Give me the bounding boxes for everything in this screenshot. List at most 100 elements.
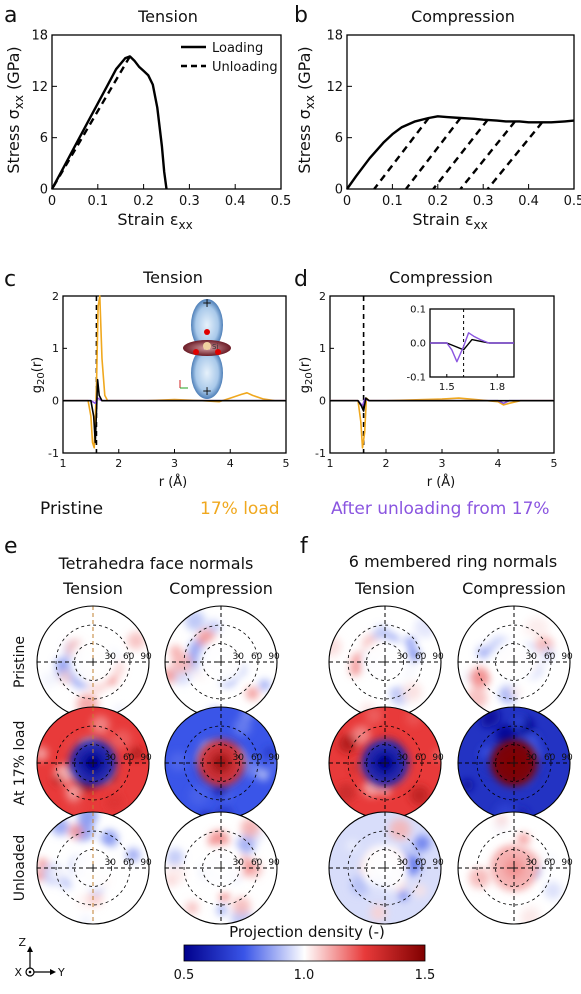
row-label-unloaded: Unloaded [12, 835, 28, 902]
polar-r2-c0-ring-label-0: 30 [104, 858, 116, 868]
polar-r1-c2-blob [336, 783, 356, 802]
panel-b-series-2 [405, 117, 462, 190]
panel-e-col-compression: Compression [169, 579, 273, 598]
triad-y-arrowhead [50, 969, 56, 975]
polar-r1-c3-ring-label-2: 90 [561, 753, 573, 763]
panel-b-frame [346, 34, 575, 190]
polar-r1-c0-blob [90, 715, 110, 735]
panel-b-series-1 [373, 117, 430, 190]
polar-r1-c0-blob [130, 747, 144, 760]
polar-r2-c2-blob [346, 840, 358, 852]
panel-d-inset-xtick-label-0: 1.5 [439, 382, 455, 393]
panel-c-ytick-label-3: 2 [52, 290, 59, 303]
atom-o-right [215, 349, 221, 355]
polar-r1-c3-ring-label-1: 60 [544, 753, 556, 763]
polar-r0-c1-ring-label-1: 60 [251, 652, 263, 662]
panel-d-g20-compression: Compression 1 2 3 4 5 -1 0 1 2 1.5 1.8 -0.1 0.0 0.1 r… [298, 268, 558, 490]
panel-d-xtick-label-3: 4 [495, 457, 502, 470]
polar-r2-c1-blob [219, 891, 230, 902]
polar-r1-c2-blob [434, 749, 441, 761]
polar-r2-c0-blob [100, 829, 119, 848]
polar-r2-c3-blob [516, 832, 530, 846]
panel-letter-d: d [294, 267, 308, 292]
polar-r0-c1-ring-label-0: 30 [232, 652, 244, 662]
panel-d-ylabel: g20(r) [298, 357, 315, 394]
polar-r0-c1-blob [171, 652, 193, 674]
panel-b-xtick-label-3: 0.3 [473, 194, 494, 209]
panel-c-ytick-label-0: -1 [48, 447, 59, 460]
panel-d-ytick-label-3: 2 [319, 290, 326, 303]
panel-c-ytick-label-1: 0 [52, 395, 59, 408]
polar-r0-c2-ring-label-2: 90 [432, 652, 444, 662]
polar-r0-c3-ring-label-0: 30 [525, 652, 537, 662]
polar-r0-c0-blob [41, 671, 58, 688]
polar-r2-c2-blob [398, 890, 410, 902]
panel-d-inset-series-1 [430, 332, 514, 363]
polar-r0-c2-ring-label-0: 30 [396, 652, 408, 662]
polar-r0-c3-ring-label-1: 60 [544, 652, 556, 662]
row-label-pristine: Pristine [12, 636, 28, 688]
polar-r2-c0-blob [79, 915, 92, 924]
panel-c-xtick-label-4: 5 [283, 457, 290, 470]
panel-f-col-tension: Tension [354, 579, 415, 598]
polar-r1-c3-ring-label-0: 30 [525, 753, 537, 763]
panel-b-ytick-label-1: 6 [335, 131, 343, 146]
polar-r2-c0-blob [37, 869, 45, 882]
polar-r1-c3-center-mark: + [509, 756, 519, 770]
polar-r0-c1 [165, 606, 277, 718]
polar-r2-c1-ring-label-0: 30 [232, 858, 244, 868]
rdf-legend-pristine: Pristine [40, 499, 103, 519]
triad-y-label: Y [57, 966, 65, 979]
polar-r0-c0-ring-label-2: 90 [140, 652, 152, 662]
panel-a-ytick-label-3: 18 [31, 29, 48, 44]
plus-top: + [202, 296, 212, 310]
panel-d-xtick-label-4: 5 [551, 457, 558, 470]
panel-b-stress-strain-compression: Compression 0 0.1 0.2 0.3 0.4 0.5 0 6 12 18 Strai… [295, 7, 581, 232]
panel-b-xtick-label-0: 0 [343, 194, 351, 209]
polar-r0-c0-blob [59, 670, 73, 684]
polar-r2-c0-blob [51, 817, 70, 836]
panel-a-marks: 0 0.1 0.2 0.3 0.4 0.5 0 6 12 18 [31, 29, 291, 209]
panel-d-ytick-label-1: 0 [319, 395, 326, 408]
polar-r2-c2-blob [389, 818, 411, 841]
polar-r1-c1-blob [168, 752, 189, 772]
panel-d-series-2 [330, 397, 554, 412]
panel-a-ylabel: Stress σxx (GPa) [4, 46, 26, 173]
polar-r2-c3-ring-label-1: 60 [544, 858, 556, 868]
polar-r0-c2-ring-label-1: 60 [415, 652, 427, 662]
polar-r0-c2-blob [405, 647, 421, 663]
polar-r0-c3-blob [540, 646, 555, 661]
panel-c-ytick-label-2: 1 [52, 342, 59, 355]
polar-r1-c2-blob [349, 762, 362, 774]
panel-c-ylabel: g20(r) [30, 357, 47, 394]
panel-d-inset-ytick-label-2: 0.1 [410, 305, 426, 316]
polar-r0-c1-blob [259, 679, 271, 691]
polar-r2-c1-blob [185, 901, 199, 915]
panel-b-ylabel: Stress σxx (GPa) [295, 46, 317, 173]
panel-a-frame [51, 34, 282, 190]
polar-r0-c1-center-mark: + [216, 655, 226, 669]
polar-r2-c0-center-mark: + [88, 861, 98, 875]
rdf-legend-unloaded: After unloading from 17% [331, 499, 550, 519]
polar-r2-c2-ring-label-0: 30 [396, 858, 408, 868]
polar-r0-c2-blob [414, 616, 436, 639]
polar-r2-c0-blob [126, 848, 141, 862]
atom-si [203, 342, 211, 350]
panel-a-series-1 [50, 55, 131, 190]
legend-loading-label: Loading [212, 41, 263, 56]
triad-z-label: Z [18, 936, 26, 949]
polar-r2-c1-blob [166, 848, 184, 866]
panel-f-col-compression: Compression [462, 579, 566, 598]
polar-r0-c0-ring-label-1: 60 [123, 652, 135, 662]
polar-r0-c2-blob [401, 681, 423, 704]
polar-r2-c1-border [164, 811, 278, 925]
polar-r1-c1-blob [188, 785, 209, 806]
polar-plot-grid: 30 60 90 + 30 60 90 + 30 60 90 + 30 60 90 +30 60 90 + 30 60 9… [36, 605, 573, 925]
polar-r2-c2-ring-label-2: 90 [432, 858, 444, 868]
polar-r0-c1-blob [165, 668, 177, 684]
polar-r2-c0-blob [68, 824, 83, 839]
polar-r1-c1-blob [257, 769, 270, 781]
orbital-inset-illustration: + + − Si [179, 296, 231, 399]
panel-d-ytick-label-2: 1 [319, 342, 326, 355]
polar-r1-c1-ring-label-0: 30 [232, 753, 244, 763]
